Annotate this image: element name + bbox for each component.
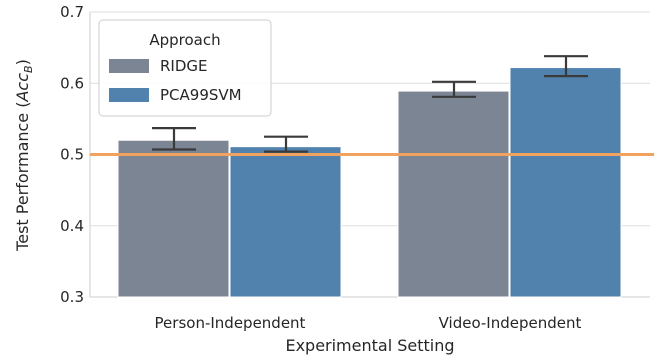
x-axis-label: Experimental Setting — [285, 336, 454, 355]
y-tick-label: 0.4 — [60, 217, 84, 235]
y-axis-label-text: Test Performance ( — [13, 102, 32, 252]
y-axis-label-math: Acc — [13, 73, 32, 103]
y-axis-label: Test Performance (AccB) — [13, 59, 35, 252]
legend-title: Approach — [149, 31, 220, 49]
x-tick-label: Person-Independent — [155, 314, 306, 332]
y-tick-label: 0.3 — [60, 288, 84, 306]
bar-pca99svm-2 — [510, 68, 621, 297]
legend: Approach RIDGE PCA99SVM — [99, 20, 271, 116]
x-tick-label: Video-Independent — [439, 314, 582, 332]
legend-swatch-ridge — [109, 59, 149, 73]
legend-label-pca99svm: PCA99SVM — [160, 86, 242, 104]
y-tick-label: 0.7 — [60, 3, 84, 21]
y-tick-label: 0.6 — [60, 74, 84, 92]
legend-swatch-pca99svm — [109, 88, 149, 102]
bar-pca99svm-1 — [230, 147, 341, 297]
bar-ridge-1 — [118, 140, 229, 297]
y-axis-label-close: ) — [13, 59, 32, 65]
bar-ridge-2 — [398, 91, 509, 297]
y-axis-label-subscript: B — [22, 65, 35, 73]
legend-label-ridge: RIDGE — [160, 57, 208, 75]
y-tick-label: 0.5 — [60, 146, 84, 164]
